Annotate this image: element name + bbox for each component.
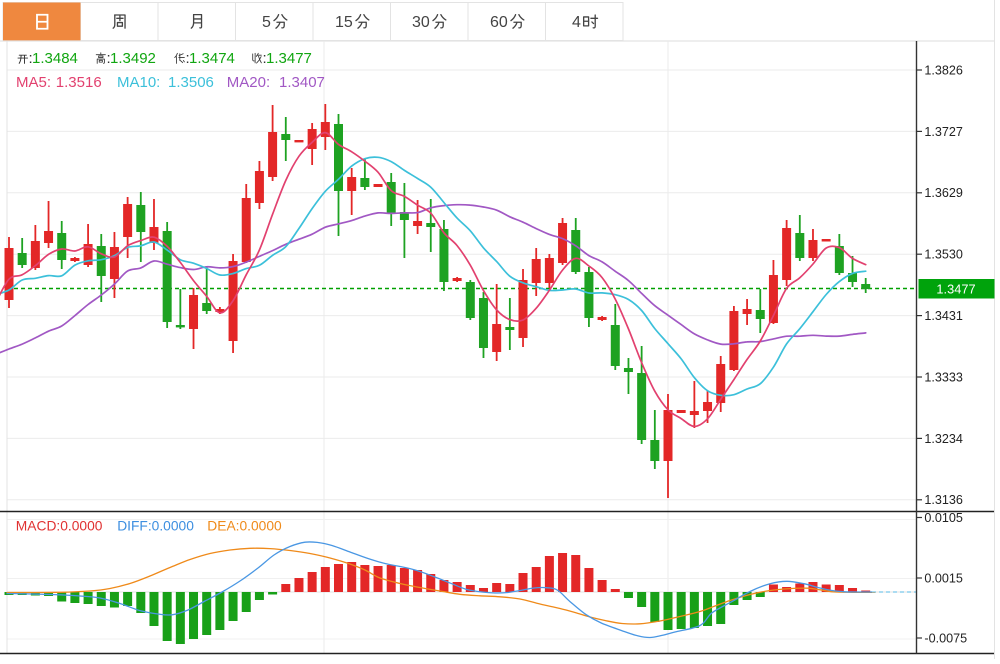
- svg-text:MACD:0.0000: MACD:0.0000: [16, 518, 103, 533]
- svg-text:MA5:: MA5:: [16, 74, 51, 91]
- svg-text:1.3333: 1.3333: [924, 370, 963, 384]
- svg-text:-0.0075: -0.0075: [924, 631, 967, 645]
- svg-text:1.3407: 1.3407: [279, 74, 325, 91]
- svg-text::: :: [107, 50, 111, 67]
- svg-text:MA20:: MA20:: [227, 74, 270, 91]
- svg-text:60: 60: [490, 14, 508, 31]
- svg-text:1.3431: 1.3431: [924, 309, 963, 323]
- svg-text:1.3484: 1.3484: [32, 50, 78, 67]
- svg-text::: :: [29, 50, 33, 67]
- svg-text::: :: [263, 50, 267, 67]
- svg-text:1.3136: 1.3136: [924, 493, 963, 507]
- svg-text:5: 5: [262, 14, 271, 31]
- svg-text:1.3727: 1.3727: [924, 125, 963, 139]
- svg-text:1.3629: 1.3629: [924, 186, 963, 200]
- svg-text:DEA:0.0000: DEA:0.0000: [207, 518, 282, 533]
- svg-text:1.3826: 1.3826: [924, 63, 963, 77]
- svg-text:15: 15: [335, 14, 353, 31]
- svg-text:1.3506: 1.3506: [168, 74, 214, 91]
- svg-text:1.3477: 1.3477: [266, 50, 312, 67]
- svg-text:MA10:: MA10:: [117, 74, 160, 91]
- svg-text:30: 30: [412, 14, 430, 31]
- svg-text:1.3234: 1.3234: [924, 432, 963, 446]
- svg-text::: :: [186, 50, 190, 67]
- svg-text:1.3474: 1.3474: [189, 50, 235, 67]
- svg-text:DIFF:0.0000: DIFF:0.0000: [117, 518, 194, 533]
- svg-text:0.0015: 0.0015: [924, 571, 963, 585]
- svg-text:1.3492: 1.3492: [110, 50, 156, 67]
- svg-text:1.3477: 1.3477: [936, 281, 975, 296]
- svg-text:1.3530: 1.3530: [924, 248, 963, 262]
- svg-text:4: 4: [572, 14, 581, 31]
- svg-text:0.0105: 0.0105: [924, 511, 963, 525]
- svg-text:1.3516: 1.3516: [56, 74, 102, 91]
